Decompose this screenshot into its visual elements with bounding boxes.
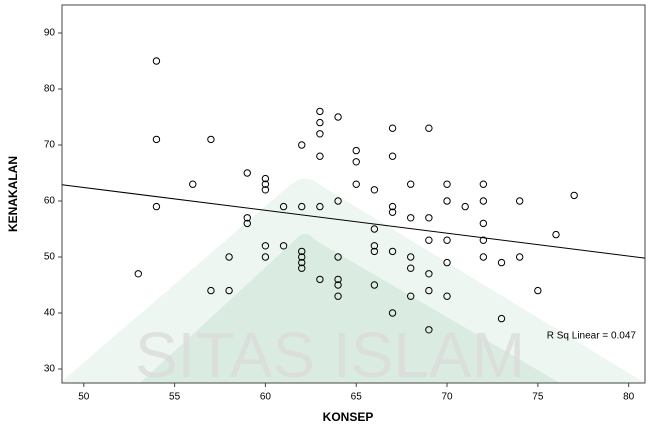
point [389,125,395,131]
chart: SITAS ISLAM KONSEP KENAKALAN R Sq Linear… [0,0,648,426]
point [389,153,395,159]
point [153,58,159,64]
point [462,203,468,209]
point [135,271,141,277]
x-tick-label: 70 [441,392,453,403]
point [153,203,159,209]
point [317,153,323,159]
point [426,237,432,243]
y-tick-label: 30 [44,364,56,375]
point [480,198,486,204]
point [571,192,577,198]
y-tick-label: 90 [44,28,56,39]
y-tick-label: 70 [44,140,56,151]
point [153,136,159,142]
point [408,215,414,221]
point [190,181,196,187]
annotation: R Sq Linear = 0.047 [547,331,637,342]
x-tick-label: 50 [78,392,90,403]
y-tick-label: 50 [44,252,56,263]
y-axis-title: KENAKALAN [6,156,20,232]
point [353,147,359,153]
point [553,231,559,237]
point [480,220,486,226]
point [317,119,323,125]
point [426,215,432,221]
point [317,131,323,137]
point [353,159,359,165]
point [353,181,359,187]
y-tick-label: 60 [44,196,56,207]
watermark-text: SITAS ISLAM [135,319,525,391]
point [498,259,504,265]
x-axis-title: KONSEP [323,410,374,424]
point [426,125,432,131]
point [444,237,450,243]
y-tick-label: 80 [44,84,56,95]
point [244,170,250,176]
point [317,108,323,114]
x-tick-label: 80 [623,392,635,403]
point [208,136,214,142]
x-tick-label: 75 [532,392,544,403]
point [516,198,522,204]
y-tick-label: 40 [44,308,56,319]
x-tick-label: 65 [351,392,363,403]
point [408,181,414,187]
point [535,287,541,293]
x-tick-label: 55 [169,392,181,403]
x-tick-label: 60 [260,392,272,403]
point [444,198,450,204]
point [335,114,341,120]
point [444,181,450,187]
point [299,142,305,148]
point [516,254,522,260]
point [480,181,486,187]
point [371,187,377,193]
page: {"chart_data": { "type": "scatter", "x_l… [0,0,648,426]
point [480,254,486,260]
